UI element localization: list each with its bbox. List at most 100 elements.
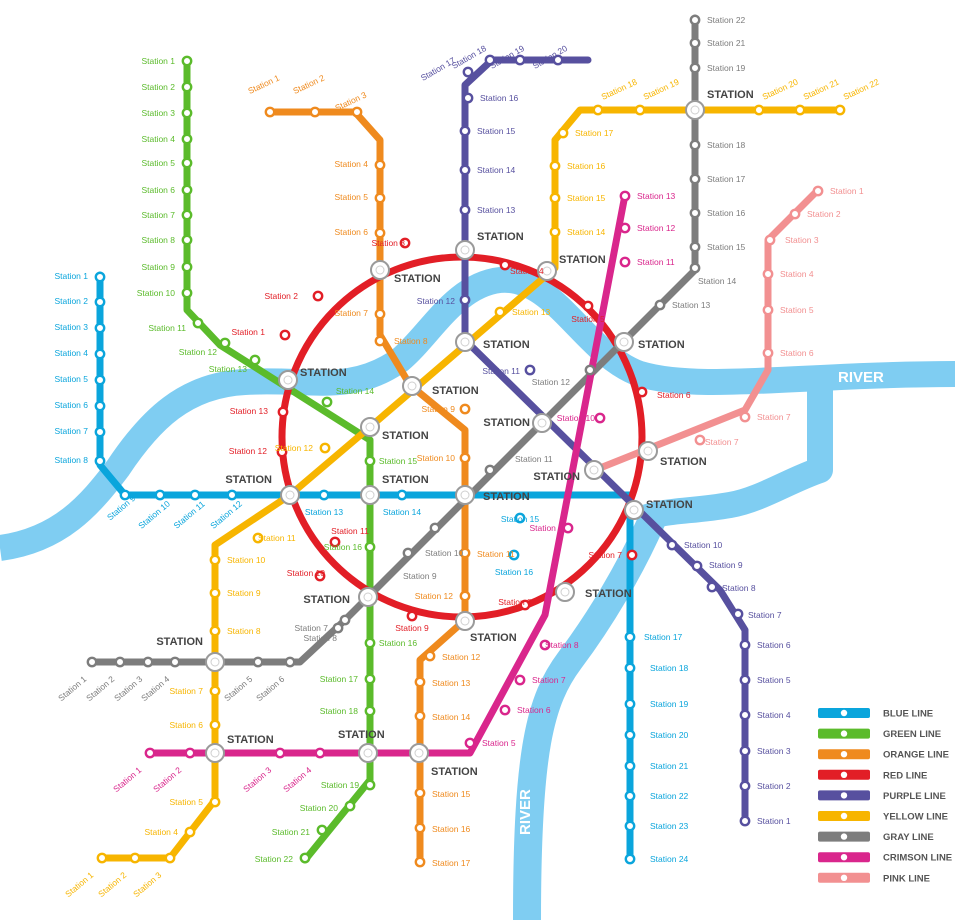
- station-green[interactable]: [181, 157, 193, 169]
- station-pink[interactable]: [789, 208, 801, 220]
- station-crimson[interactable]: [619, 222, 631, 234]
- station-yellow[interactable]: [557, 127, 569, 139]
- station-blue[interactable]: [624, 698, 636, 710]
- station-yellow[interactable]: [753, 104, 765, 116]
- station-gray[interactable]: [284, 656, 296, 668]
- station-crimson[interactable]: [499, 704, 511, 716]
- station-blue[interactable]: [94, 426, 106, 438]
- station-blue[interactable]: [226, 489, 238, 501]
- station-red[interactable]: [314, 570, 326, 582]
- station-green[interactable]: [344, 800, 356, 812]
- station-gray[interactable]: [142, 656, 154, 668]
- station-blue[interactable]: [624, 729, 636, 741]
- station-orange[interactable]: [459, 403, 471, 415]
- station-orange[interactable]: [459, 590, 471, 602]
- station-orange[interactable]: [374, 192, 386, 204]
- station-green[interactable]: [181, 107, 193, 119]
- station-blue[interactable]: [94, 348, 106, 360]
- station-gray[interactable]: [689, 207, 701, 219]
- station-pink[interactable]: [812, 185, 824, 197]
- station-red[interactable]: [276, 446, 288, 458]
- station-gray[interactable]: [584, 364, 596, 376]
- station-yellow[interactable]: [209, 625, 221, 637]
- station-red[interactable]: [399, 237, 411, 249]
- station-green[interactable]: [299, 852, 311, 864]
- station-green[interactable]: [192, 317, 204, 329]
- station-blue[interactable]: [94, 455, 106, 467]
- station-crimson[interactable]: [184, 747, 196, 759]
- station-blue[interactable]: [624, 631, 636, 643]
- station-purple[interactable]: [462, 66, 474, 78]
- station-green[interactable]: [219, 337, 231, 349]
- station-green[interactable]: [181, 261, 193, 273]
- station-red[interactable]: [582, 300, 594, 312]
- station-gray[interactable]: [339, 614, 351, 626]
- station-gray[interactable]: [169, 656, 181, 668]
- station-green[interactable]: [181, 209, 193, 221]
- station-orange[interactable]: [264, 106, 276, 118]
- station-crimson[interactable]: [619, 256, 631, 268]
- station-gray[interactable]: [689, 139, 701, 151]
- station-purple[interactable]: [739, 639, 751, 651]
- station-gray[interactable]: [689, 173, 701, 185]
- station-red[interactable]: [499, 259, 511, 271]
- station-green[interactable]: [181, 234, 193, 246]
- station-yellow[interactable]: [834, 104, 846, 116]
- station-red[interactable]: [329, 536, 341, 548]
- station-yellow[interactable]: [164, 852, 176, 864]
- station-orange[interactable]: [459, 452, 471, 464]
- station-purple[interactable]: [739, 674, 751, 686]
- station-crimson[interactable]: [464, 737, 476, 749]
- station-blue[interactable]: [624, 820, 636, 832]
- station-orange[interactable]: [414, 856, 426, 868]
- station-orange[interactable]: [374, 159, 386, 171]
- station-green[interactable]: [249, 354, 261, 366]
- station-blue[interactable]: [514, 512, 526, 524]
- station-crimson[interactable]: [144, 747, 156, 759]
- station-orange[interactable]: [374, 227, 386, 239]
- station-crimson[interactable]: [594, 412, 606, 424]
- station-green[interactable]: [181, 184, 193, 196]
- station-blue[interactable]: [508, 549, 520, 561]
- station-yellow[interactable]: [209, 554, 221, 566]
- station-gray[interactable]: [689, 262, 701, 274]
- station-green[interactable]: [181, 55, 193, 67]
- station-purple[interactable]: [459, 294, 471, 306]
- station-gray[interactable]: [252, 656, 264, 668]
- station-gray[interactable]: [86, 656, 98, 668]
- station-blue[interactable]: [189, 489, 201, 501]
- station-yellow[interactable]: [209, 796, 221, 808]
- station-blue[interactable]: [94, 400, 106, 412]
- station-gray[interactable]: [654, 299, 666, 311]
- station-green[interactable]: [364, 779, 376, 791]
- station-red[interactable]: [636, 386, 648, 398]
- station-purple[interactable]: [732, 608, 744, 620]
- station-blue[interactable]: [119, 489, 131, 501]
- station-gray[interactable]: [689, 14, 701, 26]
- station-orange[interactable]: [351, 106, 363, 118]
- station-orange[interactable]: [309, 106, 321, 118]
- station-gray[interactable]: [689, 37, 701, 49]
- station-pink[interactable]: [762, 347, 774, 359]
- station-gray[interactable]: [689, 241, 701, 253]
- station-crimson[interactable]: [314, 747, 326, 759]
- station-blue[interactable]: [624, 662, 636, 674]
- station-red[interactable]: [626, 549, 638, 561]
- station-yellow[interactable]: [592, 104, 604, 116]
- station-red[interactable]: [406, 610, 418, 622]
- station-blue[interactable]: [94, 271, 106, 283]
- station-purple[interactable]: [739, 815, 751, 827]
- station-purple[interactable]: [739, 745, 751, 757]
- station-green[interactable]: [316, 824, 328, 836]
- station-yellow[interactable]: [252, 532, 264, 544]
- station-yellow[interactable]: [209, 719, 221, 731]
- station-green[interactable]: [364, 673, 376, 685]
- station-orange[interactable]: [414, 710, 426, 722]
- station-purple[interactable]: [691, 560, 703, 572]
- station-green[interactable]: [321, 396, 333, 408]
- station-blue[interactable]: [318, 489, 330, 501]
- station-orange[interactable]: [424, 650, 436, 662]
- station-blue[interactable]: [94, 374, 106, 386]
- station-purple[interactable]: [484, 54, 496, 66]
- station-purple[interactable]: [552, 54, 564, 66]
